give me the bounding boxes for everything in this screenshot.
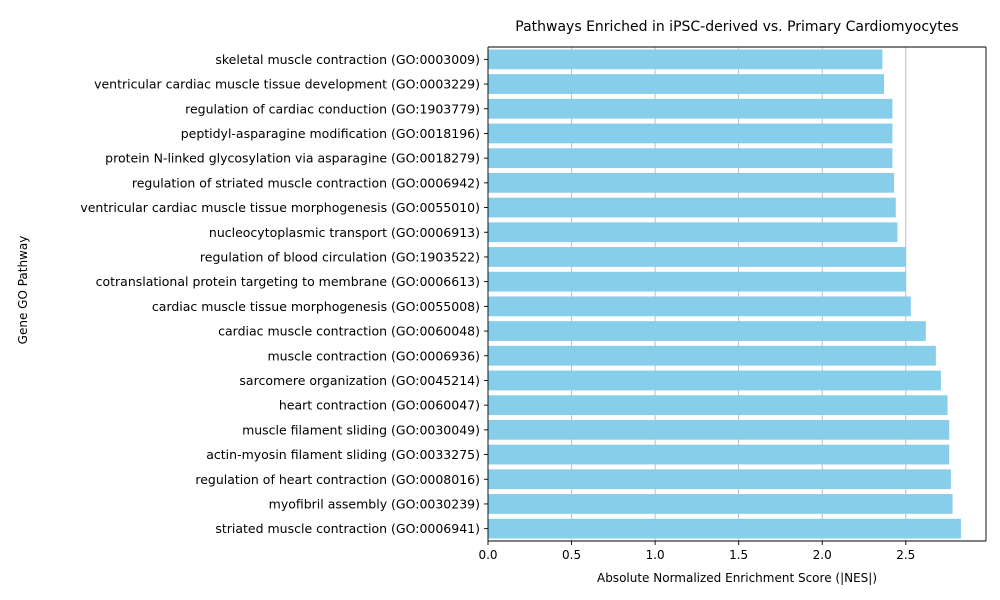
y-tick-label-15: protein N-linked glycosylation via aspar…: [105, 151, 480, 166]
y-tick-label-3: actin-myosin filament sliding (GO:003327…: [206, 447, 480, 462]
x-tick-label-0: 0.0: [478, 548, 497, 562]
y-tick-label-16: peptidyl-asparagine modification (GO:001…: [181, 126, 480, 141]
bar-13: [488, 197, 896, 218]
y-tick-label-14: regulation of striated muscle contractio…: [132, 175, 480, 190]
x-axis-label: Absolute Normalized Enrichment Score (|N…: [597, 571, 877, 585]
y-tick-label-8: cardiac muscle contraction (GO:0060048): [218, 324, 480, 339]
y-tick-label-1: myofibril assembly (GO:0030239): [269, 496, 480, 511]
bar-18: [488, 74, 885, 94]
y-axis-label: Gene GO Pathway: [16, 236, 30, 345]
bar-4: [488, 419, 950, 440]
chart-title: Pathways Enriched in iPSC-derived vs. Pr…: [515, 19, 958, 35]
y-tick-label-10: cotranslational protein targeting to mem…: [96, 274, 480, 289]
bar-0: [488, 518, 961, 539]
x-tick-label-3: 1.5: [729, 548, 748, 562]
bar-15: [488, 148, 893, 169]
bar-12: [488, 222, 898, 243]
bar-11: [488, 247, 906, 267]
bar-1: [488, 494, 953, 514]
y-tick-label-13: ventricular cardiac muscle tissue morpho…: [80, 200, 480, 215]
y-tick-label-19: skeletal muscle contraction (GO:0003009): [215, 52, 480, 67]
y-tick-label-7: muscle contraction (GO:0006936): [268, 348, 481, 363]
y-tick-label-11: regulation of blood circulation (GO:1903…: [200, 249, 480, 264]
y-tick-label-17: regulation of cardiac conduction (GO:190…: [185, 101, 480, 116]
y-tick-label-9: cardiac muscle tissue morphogenesis (GO:…: [152, 299, 480, 314]
y-tick-label-4: muscle filament sliding (GO:0030049): [242, 422, 480, 437]
bar-19: [488, 49, 883, 70]
gridlines: [487, 47, 907, 541]
bar-10: [488, 271, 906, 292]
x-tick-label-5: 2.5: [896, 548, 915, 562]
x-tick-label-2: 1.0: [646, 548, 665, 562]
y-tick-label-5: heart contraction (GO:0060047): [279, 398, 480, 413]
bar-2: [488, 469, 951, 490]
x-ticks: 0.0 0.5 1.0 1.5 2.0 2.5: [478, 541, 915, 562]
y-tick-label-2: regulation of heart contraction (GO:0008…: [195, 472, 480, 487]
x-tick-label-4: 2.0: [813, 548, 832, 562]
bar-9: [488, 296, 911, 317]
bar-8: [488, 321, 926, 341]
bar-14: [488, 172, 895, 193]
bar-5: [488, 395, 948, 416]
y-tick-label-18: ventricular cardiac muscle tissue develo…: [94, 77, 480, 92]
bar-17: [488, 98, 893, 119]
bar-3: [488, 444, 950, 465]
bar-16: [488, 123, 893, 144]
x-tick-label-1: 0.5: [562, 548, 581, 562]
y-tick-label-6: sarcomere organization (GO:0045214): [239, 373, 480, 388]
y-ticks: striated muscle contraction (GO:0006941)…: [80, 52, 488, 536]
axes: [487, 46, 987, 542]
y-tick-label-0: striated muscle contraction (GO:0006941): [215, 521, 480, 536]
bar-7: [488, 345, 936, 366]
bar-6: [488, 370, 941, 391]
y-tick-label-12: nucleocytoplasmic transport (GO:0006913): [209, 225, 480, 240]
bars: [488, 49, 961, 539]
